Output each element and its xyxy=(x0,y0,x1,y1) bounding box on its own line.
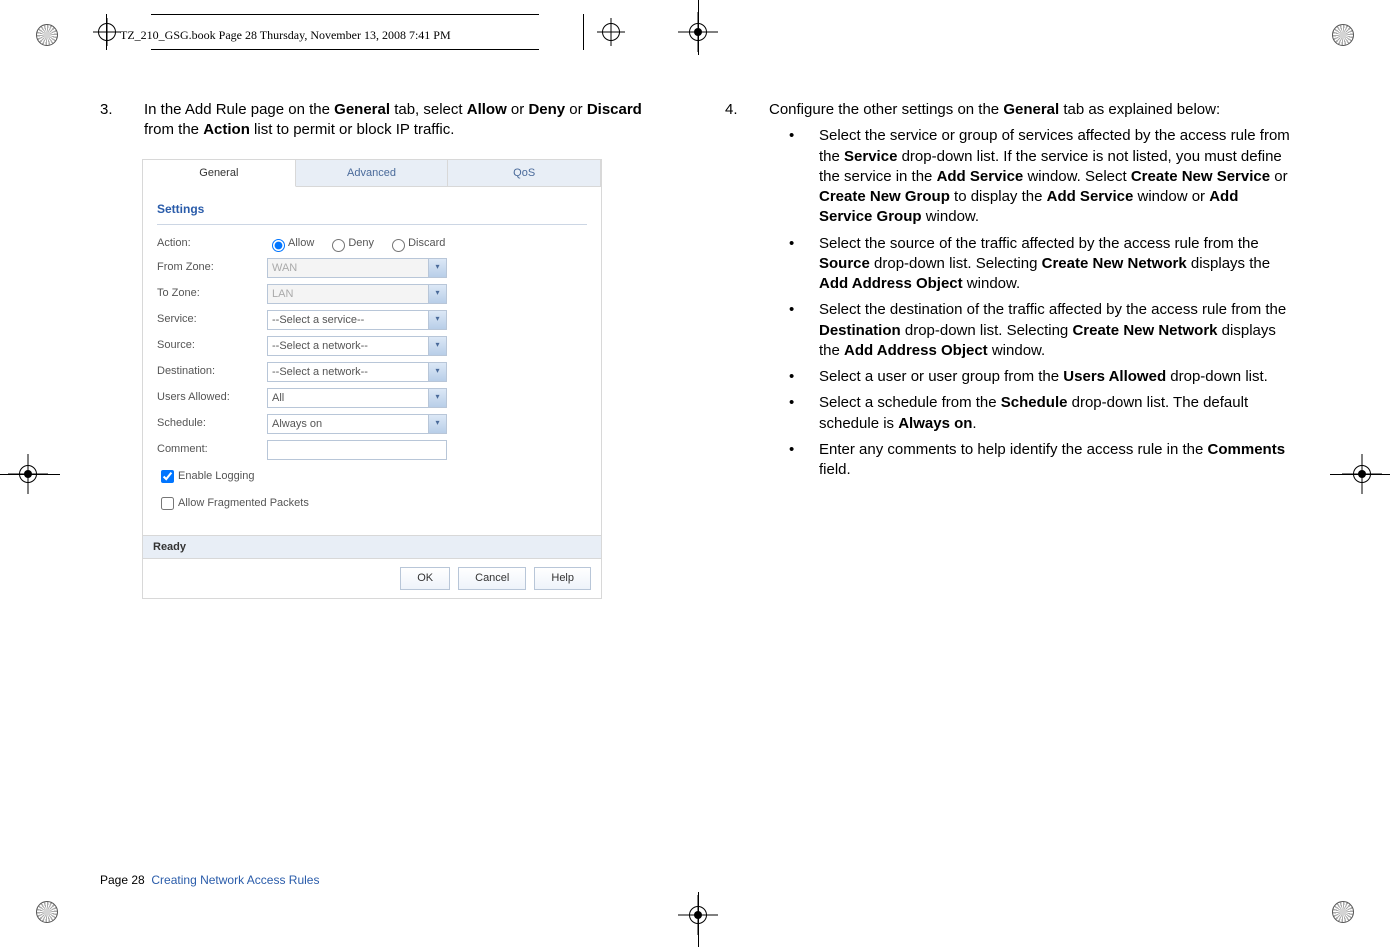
cancel-button[interactable]: Cancel xyxy=(458,567,526,590)
bullet-text: Select a schedule from the Schedule drop… xyxy=(819,393,1290,434)
step-number: 3. xyxy=(100,100,120,141)
chevron-down-icon: ▾ xyxy=(428,311,446,329)
settings-heading: Settings xyxy=(143,187,601,221)
bullet-icon: • xyxy=(789,234,799,295)
chevron-down-icon: ▾ xyxy=(428,389,446,407)
bullet-icon: • xyxy=(789,367,799,387)
action-radio-group: Allow Deny Discard xyxy=(267,236,455,252)
label-users-allowed: Users Allowed: xyxy=(157,390,257,405)
radio-discard[interactable]: Discard xyxy=(387,237,445,249)
footer-title: Creating Network Access Rules xyxy=(151,873,319,887)
step-number: 4. xyxy=(725,100,745,486)
reg-mark-icon xyxy=(1332,901,1354,923)
tab-advanced[interactable]: Advanced xyxy=(296,160,449,187)
checkbox-allow-fragmented[interactable]: Allow Fragmented Packets xyxy=(157,497,309,509)
radio-deny[interactable]: Deny xyxy=(327,237,374,249)
bullet-text: Select the source of the traffic affecte… xyxy=(819,234,1290,295)
tab-qos[interactable]: QoS xyxy=(448,160,601,187)
page-header-text: TZ_210_GSG.book Page 28 Thursday, Novemb… xyxy=(120,28,451,43)
label-schedule: Schedule: xyxy=(157,416,257,431)
page-number: Page 28 xyxy=(100,873,145,887)
chevron-down-icon: ▾ xyxy=(428,415,446,433)
chevron-down-icon: ▾ xyxy=(428,285,446,303)
label-destination: Destination: xyxy=(157,364,257,379)
bullet-icon: • xyxy=(789,440,799,481)
bullet-text: Enter any comments to help identify the … xyxy=(819,440,1290,481)
page-footer: Page 28 Creating Network Access Rules xyxy=(100,873,319,887)
bullet-icon: • xyxy=(789,300,799,361)
destination-select[interactable]: ▾ xyxy=(267,362,447,382)
reg-mark-icon xyxy=(36,24,58,46)
comment-input[interactable] xyxy=(267,440,447,460)
help-button[interactable]: Help xyxy=(534,567,591,590)
crop-line xyxy=(1330,474,1390,475)
bullet-icon: • xyxy=(789,126,799,227)
ok-button[interactable]: OK xyxy=(400,567,450,590)
crop-line xyxy=(698,0,699,55)
bullet-text: Select the service or group of services … xyxy=(819,126,1290,227)
radio-allow[interactable]: Allow xyxy=(267,237,314,249)
source-select[interactable]: ▾ xyxy=(267,336,447,356)
checkbox-enable-logging[interactable]: Enable Logging xyxy=(157,470,254,482)
add-rule-dialog: General Advanced QoS Settings Action: Al… xyxy=(142,159,602,600)
crop-cross-icon xyxy=(93,18,121,46)
to-zone-select[interactable]: ▾ xyxy=(267,284,447,304)
label-from-zone: From Zone: xyxy=(157,260,257,275)
tab-general[interactable]: General xyxy=(143,160,296,188)
reg-mark-icon xyxy=(1332,24,1354,46)
chevron-down-icon: ▾ xyxy=(428,259,446,277)
from-zone-select[interactable]: ▾ xyxy=(267,258,447,278)
crop-cross-icon xyxy=(597,18,625,46)
crop-line xyxy=(0,474,60,475)
label-action: Action: xyxy=(157,236,257,251)
step-4-intro: Configure the other settings on the Gene… xyxy=(769,100,1290,120)
label-service: Service: xyxy=(157,312,257,327)
step-3-text: In the Add Rule page on the General tab,… xyxy=(144,100,665,141)
schedule-select[interactable]: ▾ xyxy=(267,414,447,434)
bullet-text: Select the destination of the traffic af… xyxy=(819,300,1290,361)
bullet-icon: • xyxy=(789,393,799,434)
label-comment: Comment: xyxy=(157,442,257,457)
users-allowed-select[interactable]: ▾ xyxy=(267,388,447,408)
chevron-down-icon: ▾ xyxy=(428,337,446,355)
service-select[interactable]: ▾ xyxy=(267,310,447,330)
bullet-text: Select a user or user group from the Use… xyxy=(819,367,1268,387)
label-source: Source: xyxy=(157,338,257,353)
step-4-bullets: •Select the service or group of services… xyxy=(769,126,1290,480)
crop-line xyxy=(698,892,699,947)
status-bar: Ready xyxy=(143,535,601,560)
reg-mark-icon xyxy=(36,901,58,923)
chevron-down-icon: ▾ xyxy=(428,363,446,381)
label-to-zone: To Zone: xyxy=(157,286,257,301)
